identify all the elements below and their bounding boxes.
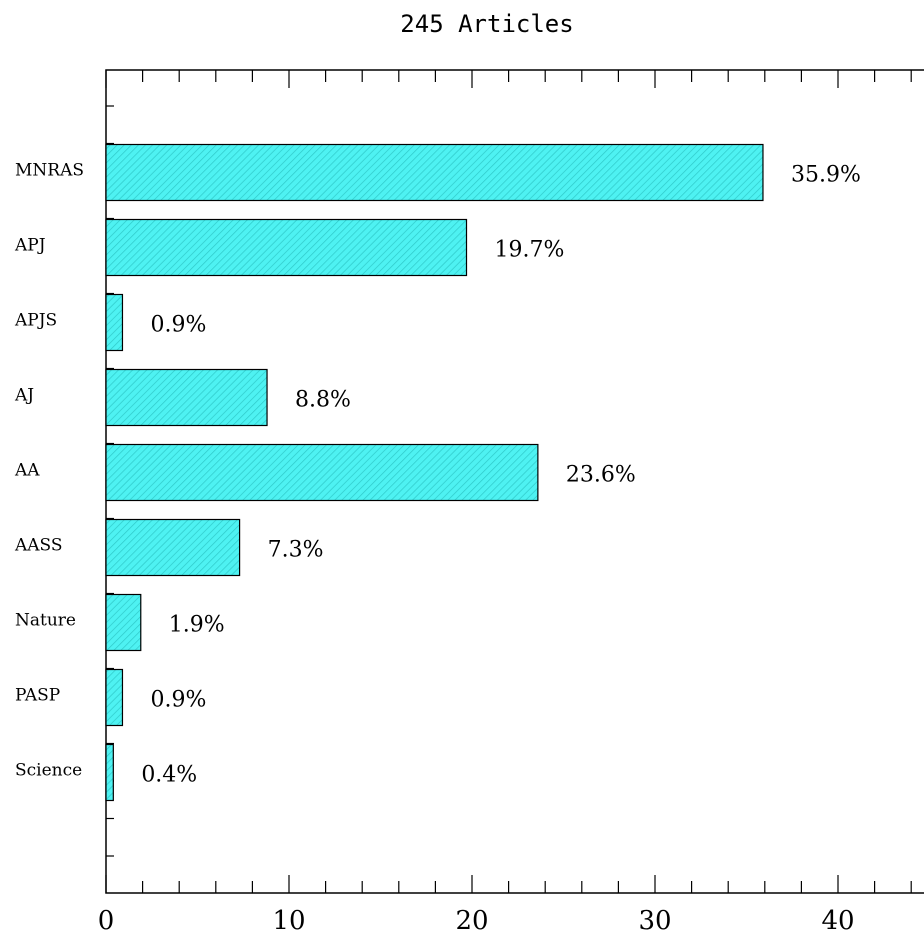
bars-group <box>105 143 764 802</box>
bar-mnras <box>105 143 764 202</box>
category-label-aa: AA <box>14 461 40 481</box>
data-label-apjs: 0.9% <box>150 313 206 338</box>
category-label-nature: Nature <box>15 611 76 631</box>
x-tick-label: 30 <box>638 906 671 934</box>
bar-apjs <box>105 293 124 352</box>
category-label-pasp: PASP <box>15 686 60 706</box>
category-label-science: Science <box>15 761 82 781</box>
chart-title: 245 Articles <box>400 10 573 38</box>
category-label-aass: AASS <box>14 536 63 556</box>
data-label-pasp: 0.9% <box>150 688 206 713</box>
bar-aj <box>105 368 268 427</box>
data-label-aass: 7.3% <box>268 538 324 563</box>
data-label-mnras: 35.9% <box>791 163 861 188</box>
data-label-aa: 23.6% <box>566 463 636 488</box>
bar-apj <box>105 218 468 277</box>
data-labels-group: 35.9% 19.7% 0.9% 8.8% 23.6% 7.3% 1.9% 0.9% 0.4% <box>141 163 861 788</box>
bar-aass <box>105 518 241 577</box>
x-tick-label: 40 <box>821 906 854 934</box>
bar-pasp <box>105 668 124 727</box>
data-label-apj: 19.7% <box>495 238 565 263</box>
data-label-nature: 1.9% <box>169 613 225 638</box>
category-label-mnras: MNRAS <box>15 161 84 181</box>
x-tick-label: 20 <box>455 906 488 934</box>
bar-nature <box>105 593 142 652</box>
category-label-apjs: APJS <box>14 311 57 331</box>
x-tick-label: 0 <box>98 906 115 934</box>
category-labels-group: MNRAS APJ APJS AJ AA AASS Nature PASP Science <box>14 161 84 781</box>
category-label-aj: AJ <box>14 386 34 406</box>
category-label-apj: APJ <box>14 236 46 256</box>
bar-science <box>105 743 114 802</box>
data-label-science: 0.4% <box>141 763 197 788</box>
bar-aa <box>105 443 539 502</box>
x-tick-label: 10 <box>272 906 305 934</box>
x-axis-ticks <box>105 70 912 893</box>
data-label-aj: 8.8% <box>295 388 351 413</box>
x-tick-labels-group: 0 10 20 30 40 <box>98 906 855 934</box>
